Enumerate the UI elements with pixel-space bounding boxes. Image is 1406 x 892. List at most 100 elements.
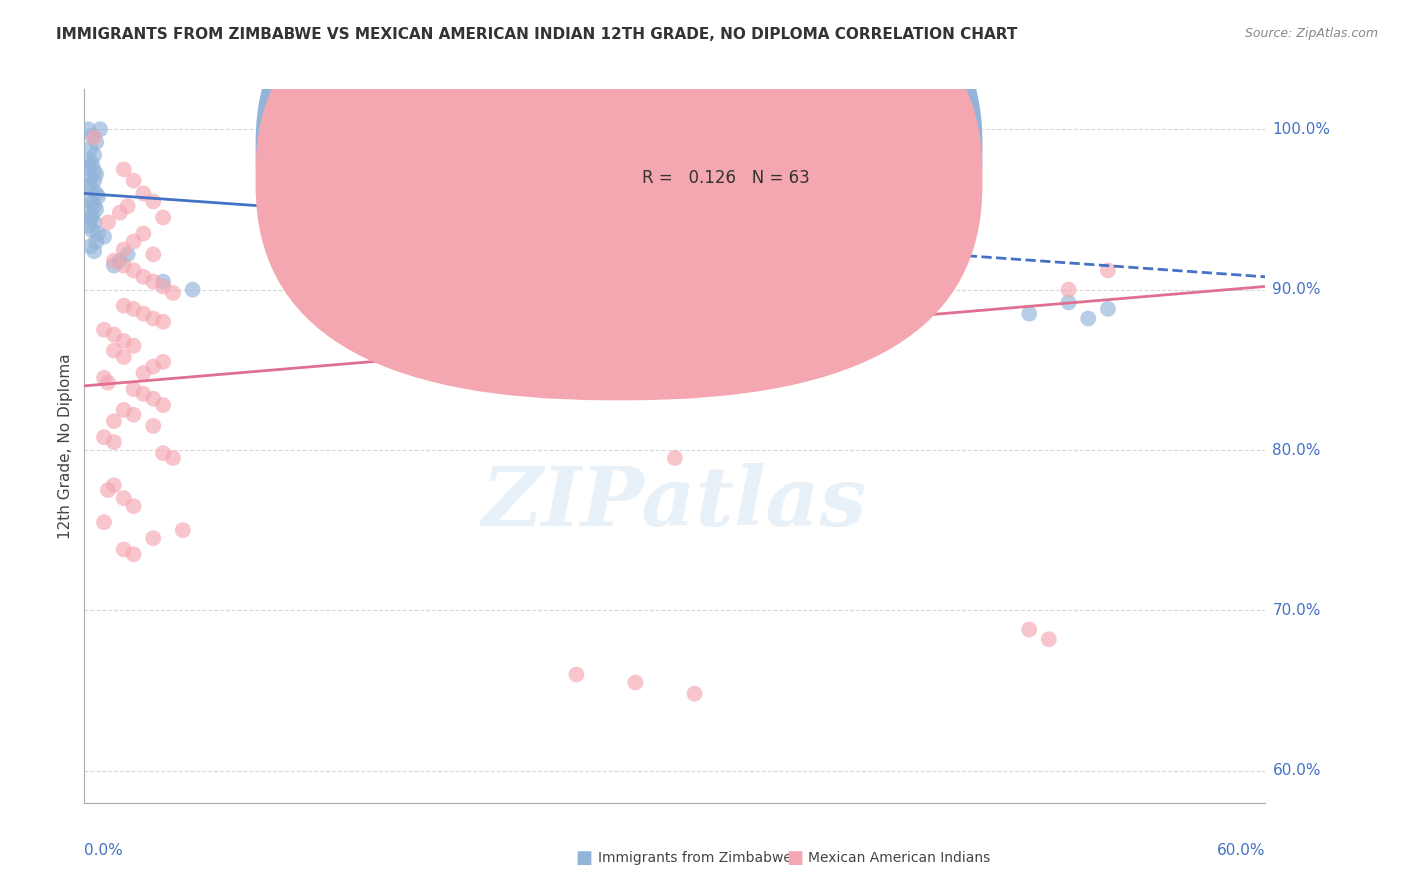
Point: [142, 359, 165, 374]
Point: [77, 122, 100, 136]
Point: [132, 186, 155, 201]
Point: [152, 446, 174, 460]
Text: 70.0%: 70.0%: [1272, 603, 1320, 618]
Point: [112, 403, 135, 417]
FancyBboxPatch shape: [586, 121, 905, 214]
FancyBboxPatch shape: [256, 0, 983, 372]
Point: [79, 212, 101, 227]
Point: [142, 531, 165, 545]
Point: [79, 142, 101, 156]
Point: [122, 499, 145, 513]
Point: [142, 275, 165, 289]
Point: [84, 186, 107, 201]
Point: [77, 205, 100, 219]
Point: [103, 343, 125, 358]
Point: [132, 366, 155, 380]
Point: [77, 161, 100, 175]
Point: [103, 259, 125, 273]
Text: Source: ZipAtlas.com: Source: ZipAtlas.com: [1244, 27, 1378, 40]
Text: IMMIGRANTS FROM ZIMBABWE VS MEXICAN AMERICAN INDIAN 12TH GRADE, NO DIPLOMA CORRE: IMMIGRANTS FROM ZIMBABWE VS MEXICAN AMER…: [56, 27, 1018, 42]
Point: [97, 376, 120, 390]
Point: [1057, 295, 1080, 310]
Point: [103, 435, 125, 450]
Point: [87, 227, 110, 241]
Point: [82, 181, 104, 195]
Point: [664, 450, 686, 465]
Point: [152, 398, 174, 412]
Point: [122, 339, 145, 353]
Point: [112, 542, 135, 557]
Point: [83, 164, 105, 178]
Point: [97, 483, 120, 497]
Point: [309, 285, 332, 300]
Point: [103, 253, 125, 268]
Point: [83, 148, 105, 162]
Point: [112, 243, 135, 257]
Point: [142, 419, 165, 434]
Text: 90.0%: 90.0%: [1272, 282, 1320, 297]
Point: [132, 269, 155, 284]
Text: ■: ■: [575, 849, 592, 867]
Point: [79, 193, 101, 207]
Point: [117, 247, 139, 261]
Point: [108, 253, 131, 268]
Point: [93, 430, 115, 444]
Point: [112, 491, 135, 505]
Point: [132, 307, 155, 321]
Point: [122, 263, 145, 277]
Point: [112, 162, 135, 177]
Point: [142, 311, 165, 326]
Text: ■: ■: [786, 849, 803, 867]
Text: Immigrants from Zimbabwe: Immigrants from Zimbabwe: [598, 851, 792, 865]
Point: [1038, 632, 1060, 647]
Point: [1018, 623, 1040, 637]
Point: [152, 355, 174, 369]
Point: [565, 667, 588, 681]
Point: [93, 515, 115, 529]
Point: [162, 285, 184, 300]
Point: [683, 687, 706, 701]
Point: [162, 450, 184, 465]
Point: [122, 408, 145, 422]
Point: [82, 196, 104, 211]
Point: [152, 211, 174, 225]
Point: [132, 227, 155, 241]
Point: [112, 350, 135, 364]
Point: [93, 229, 115, 244]
Point: [84, 135, 107, 149]
Point: [82, 223, 104, 237]
Point: [181, 283, 204, 297]
Point: [83, 244, 105, 259]
Point: [152, 315, 174, 329]
Point: [1097, 301, 1119, 316]
Text: 0.0%: 0.0%: [84, 843, 124, 858]
Point: [89, 122, 111, 136]
Point: [1097, 263, 1119, 277]
Point: [83, 199, 105, 213]
Point: [152, 275, 174, 289]
Point: [152, 279, 174, 293]
Point: [77, 178, 100, 193]
Point: [112, 259, 135, 273]
Point: [79, 239, 101, 253]
Point: [84, 167, 107, 181]
Text: Mexican American Indians: Mexican American Indians: [808, 851, 991, 865]
Point: [82, 128, 104, 143]
Text: R = -0.063   N = 43: R = -0.063 N = 43: [643, 141, 806, 159]
Point: [172, 523, 194, 537]
Point: [290, 291, 312, 305]
Point: [132, 387, 155, 401]
Point: [103, 478, 125, 492]
Text: 60.0%: 60.0%: [1272, 764, 1320, 778]
Point: [84, 202, 107, 217]
Point: [77, 219, 100, 233]
Point: [1057, 283, 1080, 297]
Point: [79, 154, 101, 169]
Text: ZIPatlas: ZIPatlas: [482, 463, 868, 543]
Text: 80.0%: 80.0%: [1272, 442, 1320, 458]
Point: [122, 301, 145, 316]
Point: [142, 194, 165, 209]
Point: [97, 215, 120, 229]
Point: [108, 205, 131, 219]
Point: [87, 189, 110, 203]
